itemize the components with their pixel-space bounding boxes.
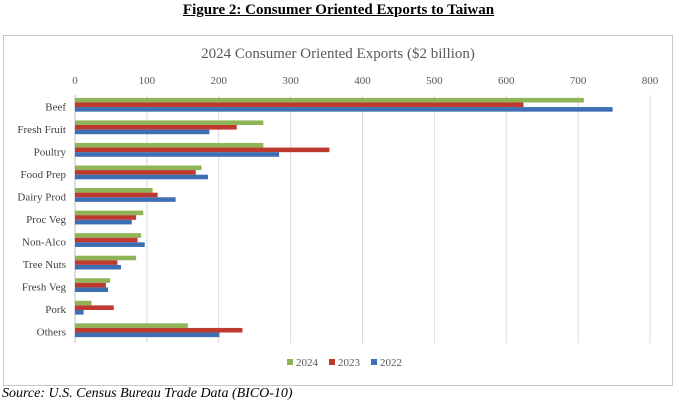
bar-2022-tree-nuts bbox=[75, 264, 121, 270]
bar-2023-dairy-prod bbox=[75, 192, 158, 198]
bar-2022-non-alco bbox=[75, 242, 145, 247]
bar-2024-fresh-fruit bbox=[75, 120, 264, 126]
bar-2024-others bbox=[75, 323, 188, 328]
bar-chart: 2024 Consumer Oriented Exports ($2 billi… bbox=[17, 46, 659, 369]
bar-2024-food-prep bbox=[75, 165, 202, 171]
bar-2023-others bbox=[75, 327, 243, 333]
x-tick-label: 300 bbox=[282, 75, 299, 87]
legend-swatch-2022 bbox=[371, 359, 377, 365]
bar-2022-fresh-veg bbox=[75, 287, 109, 293]
bar-2024-fresh-veg bbox=[75, 278, 111, 283]
category-label: Others bbox=[37, 327, 66, 339]
category-label: Beef bbox=[45, 101, 66, 113]
category-label: Food Prep bbox=[20, 169, 66, 181]
bar-2022-beef bbox=[75, 107, 613, 112]
category-label: Proc Veg bbox=[26, 214, 66, 226]
bar-2022-dairy-prod bbox=[75, 197, 176, 202]
bar-2024-poultry bbox=[75, 142, 264, 148]
bar-2022-proc-veg bbox=[75, 219, 132, 225]
x-tick-label: 800 bbox=[642, 75, 659, 87]
bar-2023-proc-veg bbox=[75, 215, 137, 220]
figure-title: Figure 2: Consumer Oriented Exports to T… bbox=[182, 2, 495, 18]
category-label: Fresh Fruit bbox=[17, 124, 66, 136]
category-label: Dairy Prod bbox=[17, 191, 66, 203]
bar-2023-poultry bbox=[75, 147, 330, 153]
category-label: Pork bbox=[45, 304, 66, 316]
legend-swatch-2024 bbox=[287, 359, 293, 365]
bar-2024-dairy-prod bbox=[75, 188, 153, 193]
category-label: Tree Nuts bbox=[23, 259, 66, 271]
x-tick-label: 600 bbox=[498, 75, 515, 87]
bar-2024-pork bbox=[75, 300, 92, 306]
chart-title: 2024 Consumer Oriented Exports ($2 billi… bbox=[201, 46, 475, 62]
category-label: Poultry bbox=[34, 146, 67, 158]
bar-2024-proc-veg bbox=[75, 210, 144, 216]
source-note: Source: U.S. Census Bureau Trade Data (B… bbox=[2, 386, 293, 401]
x-tick-label: 400 bbox=[354, 75, 371, 87]
bar-2022-poultry bbox=[75, 152, 280, 157]
x-tick-label: 700 bbox=[570, 75, 587, 87]
bar-2022-pork bbox=[75, 309, 84, 315]
category-label: Non-Alco bbox=[22, 237, 66, 249]
bar-2023-beef bbox=[75, 102, 524, 108]
bar-2023-non-alco bbox=[75, 237, 138, 243]
x-tick-label: 500 bbox=[426, 75, 443, 87]
bar-2024-beef bbox=[75, 97, 584, 103]
category-label: Fresh Veg bbox=[22, 282, 67, 294]
bar-2024-tree-nuts bbox=[75, 255, 137, 261]
chart-container: 2024 Consumer Oriented Exports ($2 billi… bbox=[3, 35, 673, 386]
x-tick-label: 0 bbox=[72, 75, 78, 87]
bar-2023-fresh-fruit bbox=[75, 125, 237, 130]
bar-2023-fresh-veg bbox=[75, 282, 106, 288]
bar-2024-non-alco bbox=[75, 233, 142, 238]
legend-label-2023: 2023 bbox=[338, 357, 361, 369]
bar-2022-fresh-fruit bbox=[75, 129, 210, 135]
bar-2023-pork bbox=[75, 305, 114, 310]
legend-swatch-2023 bbox=[329, 359, 335, 365]
bar-2022-food-prep bbox=[75, 174, 208, 180]
x-tick-label: 100 bbox=[139, 75, 156, 87]
legend-label-2024: 2024 bbox=[296, 357, 319, 369]
bar-2022-others bbox=[75, 332, 220, 338]
bar-2023-food-prep bbox=[75, 170, 196, 175]
x-tick-label: 200 bbox=[211, 75, 228, 87]
legend-label-2022: 2022 bbox=[380, 357, 402, 369]
bar-2023-tree-nuts bbox=[75, 260, 118, 265]
